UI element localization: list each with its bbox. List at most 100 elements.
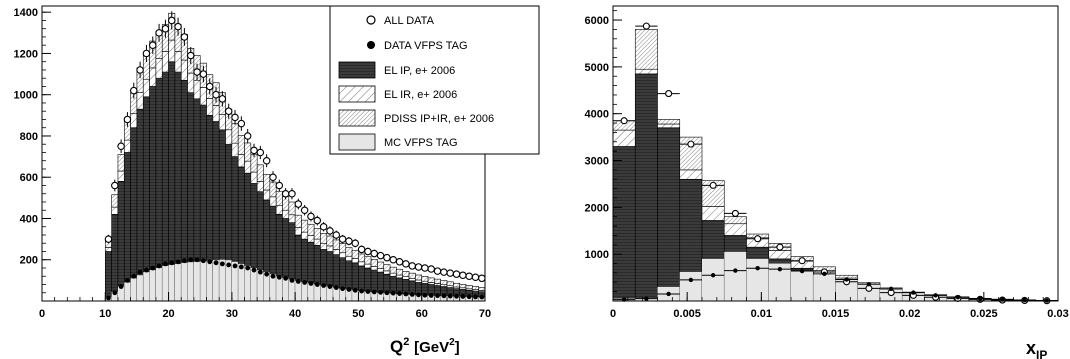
xip-point-all-data <box>687 140 695 148</box>
xip-point-data-vfps <box>777 266 783 272</box>
q2-bar-pdiss <box>231 123 239 144</box>
q2-bar-mc-vfps <box>136 275 144 301</box>
q2-bar-pdiss <box>434 278 442 284</box>
q2-bar-el-ir <box>130 112 138 129</box>
q2-point-all-data <box>180 33 189 41</box>
q2-point-data-vfps <box>378 289 383 295</box>
q2-point-all-data <box>408 262 416 270</box>
xip-y-tick-label: 1000 <box>585 249 609 261</box>
q2-bar-mc-vfps <box>295 280 302 301</box>
q2-point-data-vfps <box>270 273 276 279</box>
xip-point-all-data <box>709 181 717 189</box>
q2-bar-pdiss <box>345 247 353 257</box>
q2-bar-pdiss <box>358 253 366 263</box>
q2-point-all-data <box>149 41 157 49</box>
q2-bar-mc-vfps <box>314 284 321 301</box>
q2-bar-el-ip <box>111 214 119 302</box>
q2-point-all-data <box>250 146 258 155</box>
q2-bar-el-ir <box>396 274 404 279</box>
q2-point-data-vfps <box>346 287 352 292</box>
q2-bar-mc-vfps <box>193 261 201 301</box>
q2-point-data-vfps <box>131 273 137 279</box>
q2-bar-el-ir <box>142 78 150 98</box>
q2-point-all-data <box>389 255 397 264</box>
xip-bar-el-ir <box>634 68 658 75</box>
q2-point-data-vfps <box>163 261 168 267</box>
q2-bar-el-ir <box>282 209 290 219</box>
xip-bar-mc-vfps <box>835 279 858 301</box>
xip-point-data-vfps <box>666 291 671 297</box>
q2-point-all-data <box>212 90 220 99</box>
q2-bar-el-ir <box>237 154 245 168</box>
q2-bar-el-ip <box>117 181 125 302</box>
q2-point-data-vfps <box>156 263 162 269</box>
q2-y-tick-label: 800 <box>20 131 38 143</box>
q2-point-all-data <box>275 181 284 190</box>
q2-bar-el-ir <box>370 266 378 271</box>
q2-data-markers <box>104 11 486 301</box>
xip-x-tick-label: 0.015 <box>822 308 850 320</box>
q2-point-data-vfps <box>422 292 428 298</box>
q2-bar-el-ir <box>288 214 296 223</box>
xip-point-data-vfps <box>977 296 983 301</box>
xip-point-data-vfps <box>822 271 827 277</box>
xip-point-all-data <box>776 243 784 251</box>
q2-point-all-data <box>262 156 271 165</box>
q2-bar-el-ir <box>104 247 112 252</box>
q2-bar-pdiss <box>275 190 283 206</box>
q2-bar-mc-vfps <box>111 291 118 301</box>
xip-y-tick-label: 3000 <box>585 156 609 168</box>
q2-y-tick-label: 200 <box>20 255 38 267</box>
q2-bar-mc-vfps <box>333 287 340 301</box>
q2-point-data-vfps <box>321 283 327 288</box>
q2-bar-mc-vfps <box>352 290 359 301</box>
q2-point-data-vfps <box>188 257 194 263</box>
q2-bar-mc-vfps <box>250 267 258 301</box>
q2-point-data-vfps <box>403 291 409 297</box>
xip-point-data-vfps <box>688 277 694 283</box>
q2-bar-mc-vfps <box>396 293 403 301</box>
xip-x-tick-label: 0.005 <box>673 308 701 320</box>
q2-bar-el-ir <box>377 268 385 273</box>
q2-bar-mc-vfps <box>421 295 429 301</box>
q2-point-all-data <box>294 200 303 208</box>
legend-open-circle-icon <box>366 15 376 25</box>
q2-point-all-data <box>205 82 214 91</box>
xip-point-all-data <box>620 117 628 125</box>
xip-x-tick-label: 0.03 <box>1047 308 1068 320</box>
q2-point-data-vfps <box>454 293 459 299</box>
q2-bar-pdiss <box>244 142 252 162</box>
q2-bar-mc-vfps <box>409 294 416 301</box>
q2-bar-mc-vfps <box>238 263 245 301</box>
q2-point-all-data <box>452 270 461 278</box>
q2-point-data-vfps <box>352 287 358 293</box>
q2-point-data-vfps <box>333 285 339 290</box>
xip-x-tick-label: 0 <box>610 308 616 320</box>
q2-bar-el-ir <box>263 189 271 201</box>
q2-bar-el-ir <box>168 39 176 62</box>
q2-bar-el-ir <box>225 129 233 145</box>
q2-bar-el-ir <box>301 231 309 240</box>
q2-bar-pdiss <box>472 286 479 290</box>
q2-point-all-data <box>123 115 132 124</box>
q2-point-all-data <box>142 49 151 58</box>
q2-point-all-data <box>326 227 334 235</box>
q2-bar-pdiss <box>421 276 429 282</box>
q2-bar-pdiss <box>377 261 385 269</box>
q2-bar-pdiss <box>263 174 271 191</box>
q2-point-all-data <box>357 245 366 254</box>
legend-filled-circle-icon <box>367 41 375 49</box>
q2-bar-mc-vfps <box>219 259 226 301</box>
q2-bar-el-ip <box>104 251 112 302</box>
q2-point-data-vfps <box>340 286 346 292</box>
q2-bar-el-ir <box>187 72 195 93</box>
xip-bar-pdiss <box>701 180 725 207</box>
xip-bar-el-ir <box>723 223 747 236</box>
q2-point-data-vfps <box>106 295 111 301</box>
q2-bar-el-ir <box>250 171 258 184</box>
q2-bar-mc-vfps <box>263 272 270 301</box>
q2-point-data-vfps <box>466 294 472 300</box>
q2-bar-pdiss <box>313 228 321 240</box>
